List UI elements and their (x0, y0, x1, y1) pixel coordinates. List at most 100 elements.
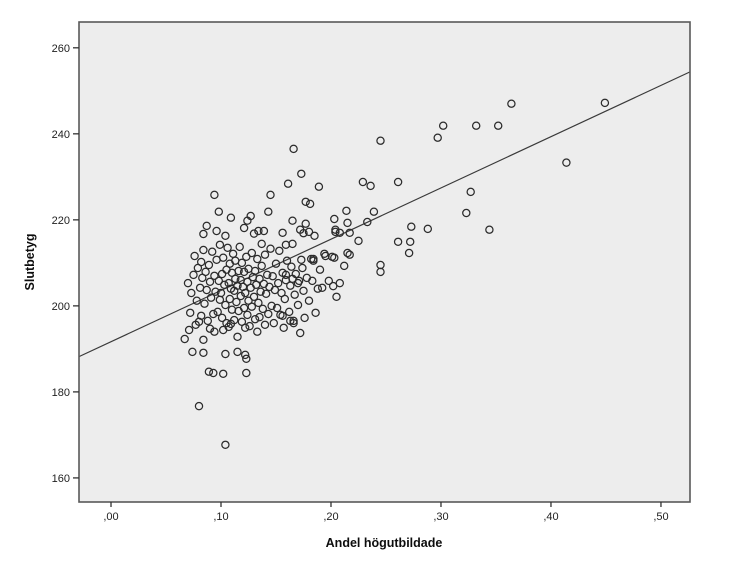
data-point-marker (343, 218, 352, 228)
data-point-marker (240, 288, 250, 298)
data-point-marker (233, 347, 242, 357)
y-tick-label: 240 (52, 129, 70, 141)
data-point-marker (294, 276, 304, 286)
data-point-marker (242, 354, 251, 364)
data-point-marker (304, 227, 314, 237)
data-point-marker (300, 313, 309, 323)
data-point-marker (221, 300, 230, 310)
data-point-marker (250, 266, 260, 276)
axes: ,00 ,10 ,20 ,30 ,40 ,50 160 180 200 220 240 260 (52, 43, 669, 523)
data-point-marker (261, 289, 271, 299)
data-point-marker (199, 229, 208, 239)
data-point-marker (206, 293, 216, 302)
data-point-marker (507, 99, 516, 108)
data-point-marker (226, 213, 236, 222)
data-point-marker (229, 315, 239, 325)
data-point-marker (269, 318, 279, 328)
data-point-marker (220, 280, 229, 290)
data-point-marker (273, 278, 283, 288)
data-point-marker (466, 187, 475, 197)
data-point-marker (407, 222, 416, 231)
data-point-marker (305, 199, 315, 209)
data-point-marker (212, 226, 221, 236)
data-point-marker (189, 270, 198, 280)
data-point-marker (240, 323, 250, 333)
data-point-marker (224, 278, 233, 288)
data-point-marker (256, 287, 265, 296)
data-point-marker (291, 269, 301, 279)
data-point-marker (304, 296, 314, 305)
data-point-marker (260, 320, 270, 330)
data-point-marker (284, 307, 294, 317)
data-point-marker (260, 250, 270, 259)
data-point-marker (462, 208, 471, 218)
x-tick-label: ,30 (433, 511, 448, 523)
data-point-marker (311, 308, 320, 318)
data-point-marker (276, 310, 285, 320)
data-point-marker (314, 182, 324, 191)
data-point-marker (289, 316, 298, 326)
data-point-marker (270, 285, 280, 295)
x-tick-label: ,50 (653, 511, 668, 523)
data-point-marker (393, 177, 403, 187)
data-point-marker (213, 307, 222, 317)
data-point-marker (209, 368, 218, 378)
data-point-marker (254, 226, 263, 236)
data-point-marker (204, 367, 214, 376)
data-point-marker (187, 288, 196, 298)
data-point-marker (324, 276, 334, 286)
data-point-marker (202, 221, 211, 231)
data-point-marker (562, 158, 571, 167)
data-point-marker (200, 299, 209, 308)
data-point-marker (278, 268, 287, 278)
data-point-marker (232, 297, 241, 307)
data-point-marker (199, 245, 208, 255)
y-tick-label: 260 (52, 43, 70, 55)
data-point-marker (288, 216, 297, 225)
data-point-marker (485, 225, 494, 234)
data-point-marker (225, 294, 235, 304)
data-point-marker (358, 177, 368, 187)
data-point-marker (280, 294, 290, 304)
data-point-marker (297, 255, 306, 265)
data-point-marker (298, 263, 307, 273)
data-point-marker (317, 283, 327, 293)
data-point-marker (282, 256, 292, 265)
y-tick-label: 200 (52, 301, 70, 313)
data-point-marker (267, 301, 276, 311)
data-point-marker (233, 332, 242, 342)
x-tick-label: ,00 (103, 511, 118, 523)
data-point-marker (243, 310, 252, 320)
data-point-marker (313, 284, 323, 293)
data-point-marker (221, 440, 230, 450)
data-point-marker (207, 247, 217, 256)
data-point-marker (217, 313, 227, 323)
data-point-marker (299, 286, 308, 296)
data-point-marker (423, 224, 433, 234)
data-point-marker (250, 314, 260, 324)
data-point-marker (209, 309, 218, 319)
data-point-marker (404, 248, 414, 258)
data-point-marker (327, 252, 337, 262)
data-point-marker (245, 321, 254, 331)
data-point-marker (247, 302, 257, 311)
data-point-marker (369, 207, 379, 216)
data-point-marker (210, 327, 219, 336)
data-point-marker (354, 236, 363, 246)
data-point-marker (438, 121, 448, 130)
data-point-marker (342, 206, 351, 216)
y-axis-title: Slutbetyg (23, 234, 37, 291)
data-point-marker (180, 334, 189, 344)
data-point-marker (343, 248, 352, 258)
data-point-marker (600, 98, 610, 108)
data-point-marker (259, 226, 269, 236)
data-point-marker (335, 278, 345, 288)
data-point-marker (328, 281, 338, 291)
data-point-marker (287, 262, 296, 271)
data-point-marker (433, 133, 442, 142)
data-point-marker (199, 348, 208, 358)
x-tick-label: ,40 (543, 511, 558, 523)
data-point-marker (199, 335, 208, 345)
